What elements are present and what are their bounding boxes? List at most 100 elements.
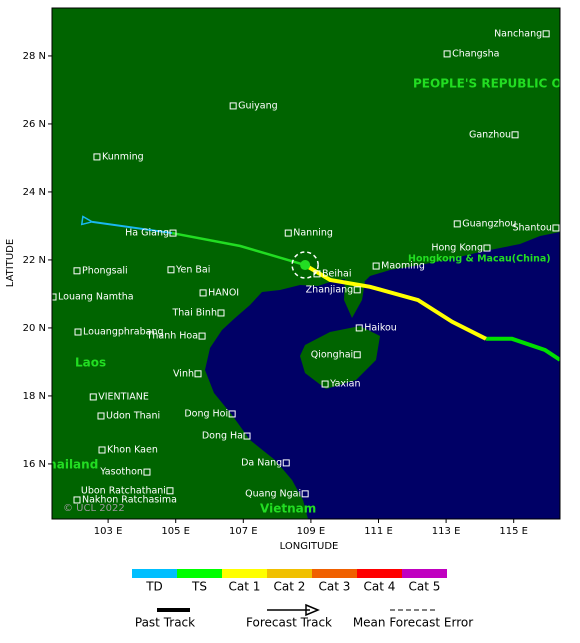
city-marker <box>73 267 81 275</box>
city-marker <box>97 412 105 420</box>
city-label: Changsha <box>452 48 499 59</box>
city-marker <box>284 229 292 237</box>
city-label: Hong Kong <box>431 243 483 254</box>
x-tick-label: 105 E <box>161 526 190 537</box>
city-label: HANOI <box>208 287 239 298</box>
city-marker <box>228 410 236 418</box>
city-label: Ubon Ratchathani <box>81 485 166 496</box>
city-marker <box>453 220 461 228</box>
city-marker <box>443 50 451 58</box>
city-marker <box>282 459 290 467</box>
copyright: © UCL 2022 <box>63 503 125 514</box>
scale-swatch <box>132 569 177 578</box>
city-label: Louang Namtha <box>58 291 134 302</box>
axes: 103 E 105 E 107 E 109 E 111 E 113 E 115 E 16 N 1… <box>23 51 528 537</box>
city-marker <box>169 229 177 237</box>
city-label: Thanh Hoa <box>146 331 199 342</box>
track <box>304 263 487 341</box>
city-marker <box>166 487 174 495</box>
scale-label: TS <box>191 580 207 594</box>
region-label: Vietnam <box>260 502 316 516</box>
city-label: Qionghai <box>311 349 353 360</box>
city-marker <box>73 496 81 504</box>
city-marker <box>483 244 491 252</box>
city-marker <box>355 324 363 332</box>
legend-label: Past Track <box>135 616 195 630</box>
region-label: Hongkong & Macau(China) <box>408 254 551 265</box>
city-marker <box>511 131 519 139</box>
city-label: Quang Ngai <box>245 488 301 499</box>
scale-label: Cat 3 <box>319 580 351 594</box>
scale-label: TD <box>145 580 163 594</box>
track <box>171 231 306 267</box>
city-label: Da Nang <box>241 457 282 468</box>
city-label: Louangphrabang <box>83 327 164 338</box>
city-label: Thai Binh <box>171 307 217 318</box>
city-label: Haikou <box>364 322 397 333</box>
city-marker <box>143 468 151 476</box>
legend-label: Forecast Track <box>246 616 332 630</box>
city-label: Maoming <box>381 261 425 272</box>
scale-swatch <box>312 569 357 578</box>
x-axis-title: LONGITUDE <box>280 541 339 552</box>
city-marker <box>301 490 309 498</box>
cities: Nanchang Changsha Guiyang Ganzhou Kunming Nan… <box>52 28 560 505</box>
city-marker <box>313 270 321 278</box>
city-label: Nanning <box>293 228 333 239</box>
y-tick-label: 26 N <box>23 119 46 130</box>
y-tick-label: 24 N <box>23 187 46 198</box>
track <box>485 336 560 362</box>
scale-label: Cat 5 <box>409 580 441 594</box>
legend-label: Mean Forecast Error <box>353 616 473 630</box>
city-label: Khon Kaen <box>107 444 158 455</box>
city-marker <box>353 286 361 294</box>
forecast-arrow-key <box>305 603 320 617</box>
city-marker <box>93 153 101 161</box>
city-label: Yaxian <box>329 379 360 390</box>
y-tick-label: 22 N <box>23 255 46 266</box>
y-tick-label: 28 N <box>23 51 46 62</box>
tracks <box>92 222 560 362</box>
city-marker <box>552 224 560 232</box>
scale-swatch <box>402 569 447 578</box>
city-label: Dong Hoi <box>184 408 228 419</box>
sea <box>205 232 560 519</box>
city-marker <box>542 30 550 38</box>
scale-swatch <box>222 569 267 578</box>
city-label: Shantou <box>512 222 551 233</box>
city-label: Nakhon Ratchasima <box>82 494 177 505</box>
scale-swatch <box>177 569 222 578</box>
city-marker <box>243 432 251 440</box>
region-label: Laos <box>75 356 106 370</box>
city-label: VIENTIANE <box>98 391 149 402</box>
city-label: Zhanjiang <box>306 284 354 295</box>
hainan-island <box>300 326 380 389</box>
track <box>92 222 173 235</box>
y-axis-title: LATITUDE <box>5 239 16 287</box>
city-label: Vinh <box>173 368 194 379</box>
city-marker <box>321 380 329 388</box>
map: Nanchang Changsha Guiyang Ganzhou Kunming Nan… <box>52 8 560 519</box>
city-label: Guiyang <box>238 100 278 111</box>
legend: TD TS Cat 1 Cat 2 Cat 3 Cat 4 Cat 5 <box>132 569 447 594</box>
x-tick-label: 109 E <box>297 526 326 537</box>
forecast-error-circle <box>291 251 319 279</box>
scale-label: Cat 4 <box>364 580 396 594</box>
x-tick-label: 113 E <box>432 526 461 537</box>
y-tick-label: 18 N <box>23 391 46 402</box>
city-marker <box>167 266 175 274</box>
current-position <box>300 260 311 271</box>
city-label: Kunming <box>102 151 144 162</box>
y-tick-label: 20 N <box>23 323 46 334</box>
city-label: Guangzhou <box>462 218 516 229</box>
city-label: Dong Ha <box>202 431 243 442</box>
scale-swatch <box>357 569 402 578</box>
city-label: Beihai <box>322 268 351 279</box>
scale-label: Cat 2 <box>274 580 306 594</box>
scale-swatch <box>267 569 312 578</box>
city-marker <box>198 332 206 340</box>
x-tick-label: 115 E <box>499 526 528 537</box>
city-marker <box>89 393 97 401</box>
city-marker <box>372 262 380 270</box>
scale-label: Cat 1 <box>229 580 261 594</box>
